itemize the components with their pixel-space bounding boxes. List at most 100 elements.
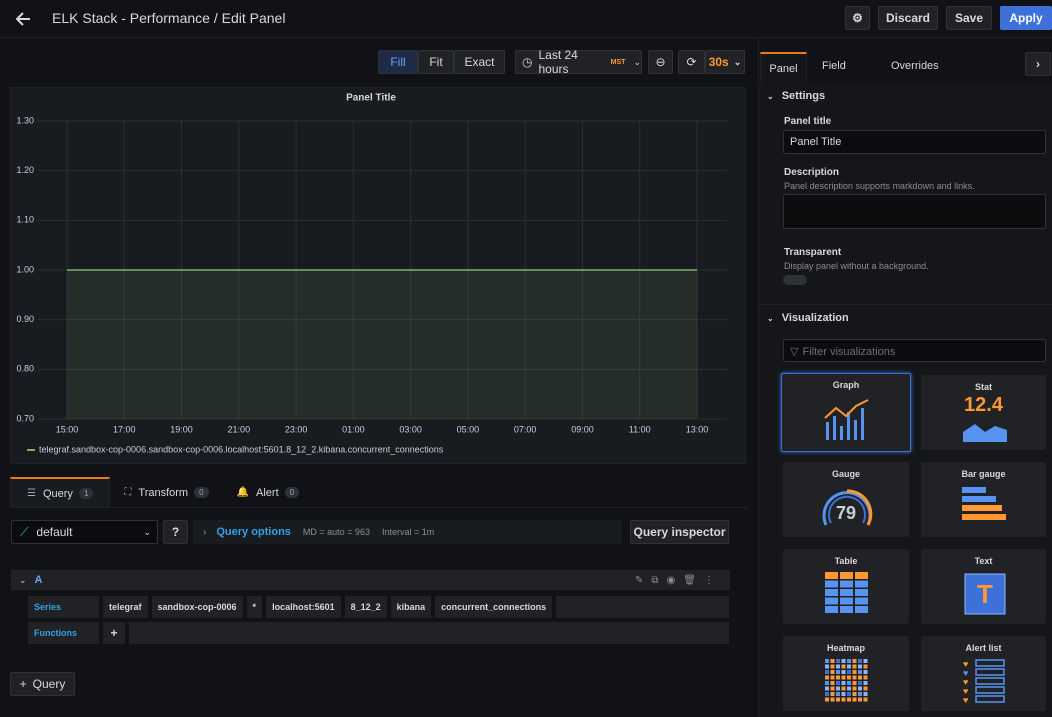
icon-cell bbox=[855, 589, 868, 596]
settings-button[interactable]: ⚙ bbox=[845, 6, 870, 30]
icon-cell bbox=[852, 697, 857, 702]
page-title: ELK Stack - Performance / Edit Panel bbox=[52, 10, 286, 26]
icon-cell bbox=[847, 675, 851, 680]
x-tick-label: 15:00 bbox=[56, 424, 79, 434]
viz-graph[interactable]: Graph bbox=[781, 373, 911, 452]
x-tick-label: 19:00 bbox=[170, 424, 193, 434]
viz-bar-gauge[interactable]: Bar gauge bbox=[921, 462, 1046, 537]
icon-cell bbox=[852, 681, 857, 685]
icon-cell bbox=[825, 681, 829, 685]
series-segment[interactable]: * bbox=[246, 596, 263, 618]
series-segment[interactable]: concurrent_connections bbox=[435, 596, 553, 618]
icon-cell bbox=[858, 664, 862, 669]
visualization-heading: ⌄ Visualization bbox=[767, 312, 849, 324]
viz-alert-list[interactable]: Alert list ♥ ♥ ♥ ♥ ♥ bbox=[921, 636, 1046, 711]
collapse-button[interactable]: › bbox=[1025, 52, 1051, 76]
add-query-button[interactable]: + Query bbox=[10, 672, 75, 696]
query-options-label: Query options bbox=[216, 526, 291, 538]
series-segment[interactable]: sandbox-cop-0006 bbox=[151, 596, 243, 618]
icon-cell bbox=[841, 675, 846, 680]
transparent-label: Transparent bbox=[784, 247, 842, 258]
time-picker[interactable]: ◷ Last 24 hours MST ⌄ bbox=[515, 48, 642, 76]
series-segment[interactable]: 8_12_2 bbox=[344, 596, 387, 618]
series-segment[interactable]: telegraf bbox=[103, 596, 148, 618]
gauge-sample: 79 bbox=[835, 503, 857, 523]
fill-button[interactable]: Fill bbox=[378, 50, 418, 74]
icon-cell bbox=[863, 692, 868, 696]
tab-count: 1 bbox=[78, 488, 94, 499]
icon-cell bbox=[830, 670, 835, 674]
icon-cell bbox=[863, 681, 868, 685]
viz-stat[interactable]: Stat 12.4 bbox=[921, 375, 1046, 450]
icon-cell bbox=[852, 670, 857, 674]
icon-cell bbox=[830, 692, 835, 696]
refresh-interval[interactable]: 30s ⌄ bbox=[705, 50, 745, 74]
visualization-heading-text: Visualization bbox=[781, 312, 849, 324]
query-row-header: ⌄ A ✎⧉◉🗑⋮ bbox=[11, 570, 730, 590]
y-tick-label: 1.00 bbox=[16, 264, 34, 274]
apply-button[interactable]: Apply bbox=[1000, 6, 1052, 30]
icon-cell bbox=[863, 664, 868, 669]
description-input[interactable] bbox=[783, 194, 1046, 229]
top-bar bbox=[0, 0, 1052, 38]
icon-cell bbox=[863, 670, 868, 674]
transparent-toggle[interactable] bbox=[783, 275, 807, 285]
tab-label: Query bbox=[42, 487, 73, 500]
tabs-divider bbox=[10, 507, 748, 508]
icon-cell bbox=[858, 686, 862, 691]
x-tick-label: 23:00 bbox=[285, 424, 308, 434]
tab-icon: ⛶ bbox=[124, 487, 132, 498]
viz-table[interactable]: Table bbox=[783, 549, 909, 624]
query-tab[interactable]: ⛶ Transform 0 bbox=[110, 477, 222, 508]
icon-cell bbox=[841, 670, 846, 674]
icon-cell bbox=[830, 681, 835, 685]
tab-field[interactable]: Field bbox=[822, 60, 846, 72]
back-button[interactable] bbox=[14, 10, 32, 28]
query-options-bar[interactable]: › Query options MD = auto = 963 Interval… bbox=[193, 520, 622, 544]
series-segment[interactable]: localhost:5601 bbox=[266, 596, 341, 618]
save-button[interactable]: Save bbox=[946, 6, 992, 30]
icon-row bbox=[975, 695, 1005, 703]
icon-cell bbox=[841, 692, 846, 696]
gauge-icon bbox=[822, 489, 873, 526]
help-button[interactable]: ? bbox=[163, 520, 188, 544]
exact-button[interactable]: Exact bbox=[454, 50, 505, 74]
zoom-out-button[interactable]: ⊖ bbox=[648, 50, 673, 74]
icon-heart: ♥ bbox=[963, 686, 968, 696]
series-segment[interactable]: kibana bbox=[390, 596, 432, 618]
icon-cell bbox=[836, 697, 840, 702]
icon-row bbox=[975, 686, 1005, 694]
heatmap-icon bbox=[825, 659, 868, 702]
icon-cell bbox=[825, 670, 829, 674]
tab-overrides[interactable]: Overrides bbox=[891, 60, 939, 72]
row-actions[interactable]: ✎⧉◉🗑⋮ bbox=[635, 574, 722, 586]
x-tick-label: 13:00 bbox=[686, 424, 709, 434]
tab-label: Alert bbox=[256, 486, 279, 499]
settings-heading: ⌄ Settings bbox=[767, 90, 826, 102]
viz-gauge[interactable]: Gauge 79 bbox=[783, 462, 909, 537]
settings-heading-text: Settings bbox=[781, 90, 826, 102]
tab-panel[interactable]: Panel bbox=[760, 52, 807, 83]
viz-heatmap[interactable]: Heatmap bbox=[783, 636, 909, 711]
datasource-select[interactable]: ⟋ default ⌄ bbox=[11, 520, 158, 544]
tab-count: 0 bbox=[194, 487, 209, 498]
query-tab[interactable]: ☰ Query 1 bbox=[10, 477, 111, 508]
transparent-hint: Display panel without a background. bbox=[784, 261, 929, 271]
clock-icon: ◷ bbox=[522, 55, 533, 69]
filter-input[interactable]: ▽ Filter visualizations bbox=[783, 339, 1046, 362]
query-inspector-button[interactable]: Query inspector bbox=[630, 520, 729, 544]
icon-cell bbox=[830, 686, 835, 691]
viz-label: Gauge bbox=[831, 469, 860, 479]
viz-text[interactable]: Text T bbox=[921, 549, 1046, 624]
interval-info: Interval = 1m bbox=[381, 527, 435, 537]
icon-cell bbox=[858, 692, 862, 696]
timezone: MST bbox=[610, 58, 626, 66]
series-label: Series bbox=[28, 596, 99, 618]
panel-title-input[interactable]: Panel Title bbox=[783, 130, 1046, 154]
add-function[interactable]: + bbox=[103, 622, 125, 644]
query-tab[interactable]: 🔔 Alert 0 bbox=[223, 477, 314, 508]
legend-label: telegraf.sandbox-cop-0006.sandbox-cop-00… bbox=[39, 444, 444, 454]
refresh-button[interactable]: ⟳ bbox=[678, 50, 705, 74]
fit-button[interactable]: Fit bbox=[418, 50, 454, 74]
discard-button[interactable]: Discard bbox=[878, 6, 938, 30]
